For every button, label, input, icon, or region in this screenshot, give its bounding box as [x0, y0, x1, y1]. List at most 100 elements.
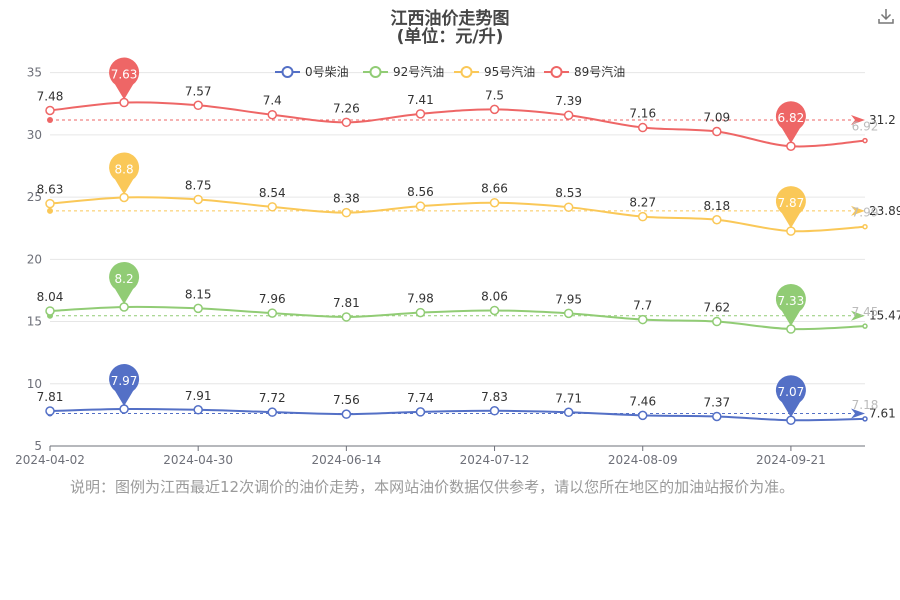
x-tick-label: 2024-04-30 — [163, 453, 233, 467]
x-tick-label: 2024-04-02 — [15, 453, 85, 467]
average-label: 15.47 — [869, 309, 900, 323]
data-point — [786, 415, 796, 425]
data-point — [341, 117, 352, 128]
data-label: 7.81 — [37, 390, 64, 404]
legend-item: 0号柴油 — [275, 65, 349, 79]
data-label: 7.18 — [852, 398, 879, 412]
data-point — [563, 110, 574, 120]
data-label: 8.15 — [185, 287, 212, 301]
legend-item: 92号汽油 — [363, 64, 444, 79]
data-point — [193, 194, 203, 205]
marker-pin-label: 8.2 — [115, 272, 134, 286]
data-point — [119, 302, 129, 312]
marker-pin-label: 7.97 — [111, 374, 138, 388]
data-point — [267, 109, 278, 120]
x-tick-label: 2024-07-12 — [460, 453, 530, 467]
max-marker: 7.97 — [109, 364, 140, 407]
data-label: 7.48 — [37, 89, 64, 103]
legend-symbol — [550, 66, 563, 78]
series-line — [49, 305, 866, 331]
marker-pin-label: 7.07 — [778, 385, 805, 399]
chart-note: 说明：图例为江西最近12次调价的油价走势，本网站油价数据仅供参考，请以您所在地区… — [70, 478, 795, 496]
data-label: 8.56 — [407, 185, 434, 199]
data-point — [637, 122, 648, 133]
data-label: 7.5 — [485, 88, 504, 102]
x-tick-label: 2024-08-09 — [608, 453, 678, 467]
data-label: 7.95 — [555, 292, 582, 306]
data-point — [637, 410, 648, 421]
data-point — [712, 126, 722, 137]
data-label: 7.99 — [852, 206, 879, 220]
data-label: 8.66 — [481, 182, 508, 196]
x-tick-label: 2024-09-21 — [756, 453, 826, 467]
average-line-start — [47, 116, 53, 123]
marker-pin-shape — [775, 375, 806, 418]
series-line — [49, 196, 866, 233]
data-point — [862, 137, 868, 144]
data-label: 8.75 — [185, 178, 212, 192]
data-label: 7.46 — [629, 394, 656, 408]
data-label: 8.18 — [703, 199, 730, 213]
data-point — [637, 314, 648, 325]
marker-pin-label: 7.63 — [111, 68, 138, 82]
legend-symbol — [460, 66, 473, 78]
download-icon[interactable] — [876, 6, 896, 26]
legend-label: 89号汽油 — [574, 64, 625, 79]
y-tick-label: 35 — [27, 66, 42, 80]
data-label: 7.37 — [703, 396, 730, 410]
y-tick-label: 30 — [27, 128, 42, 142]
data-label: 6.92 — [852, 120, 879, 134]
data-point — [489, 406, 500, 416]
marker-pin-shape — [775, 101, 806, 144]
data-label: 8.53 — [555, 186, 582, 200]
data-point — [415, 407, 426, 417]
data-point — [341, 207, 352, 218]
average-label: 23.89 — [869, 204, 900, 218]
data-label: 8.54 — [259, 186, 286, 200]
marker-pin-shape — [109, 57, 140, 100]
data-point — [193, 100, 203, 111]
legend-item: 89号汽油 — [544, 64, 625, 79]
x-tick-label: 2024-06-14 — [311, 453, 381, 467]
data-point — [563, 202, 574, 212]
data-label: 7.74 — [407, 391, 434, 405]
data-point — [193, 405, 203, 415]
data-point — [119, 97, 129, 108]
data-point — [712, 411, 722, 422]
data-point — [712, 215, 722, 225]
average-line-arrow — [851, 114, 865, 125]
data-label: 7.96 — [259, 292, 286, 306]
marker-pin-label: 8.8 — [115, 162, 134, 176]
marker-pin-shape — [775, 284, 806, 327]
marker-pin-label: 6.82 — [778, 111, 805, 125]
data-point — [415, 201, 426, 211]
series-line — [49, 407, 866, 422]
y-tick-label: 25 — [27, 190, 42, 204]
data-point — [489, 305, 500, 316]
chart-subtitle: (单位：元/升) — [396, 27, 504, 47]
data-label: 8.63 — [37, 183, 64, 197]
marker-pin-shape — [775, 186, 806, 229]
y-tick-label: 10 — [27, 377, 42, 391]
average-line-start — [47, 207, 53, 214]
data-label: 7.09 — [703, 111, 730, 125]
data-point — [786, 226, 796, 236]
data-point — [193, 303, 203, 314]
max-marker: 8.8 — [109, 152, 140, 195]
data-label: 8.04 — [37, 290, 64, 304]
average-line-arrow — [851, 408, 865, 419]
data-label: 7.62 — [703, 301, 730, 315]
data-label: 7.57 — [185, 84, 212, 98]
average-label: 31.2 — [869, 113, 896, 127]
data-point — [786, 141, 796, 151]
min-marker: 7.87 — [775, 186, 806, 229]
data-point — [415, 307, 426, 318]
data-label: 7.16 — [629, 107, 656, 121]
data-label: 7.91 — [185, 389, 212, 403]
marker-pin-shape — [109, 364, 140, 407]
data-point — [45, 306, 55, 316]
data-point — [489, 104, 500, 115]
series-line — [49, 101, 866, 148]
data-label: 7.81 — [333, 296, 360, 310]
